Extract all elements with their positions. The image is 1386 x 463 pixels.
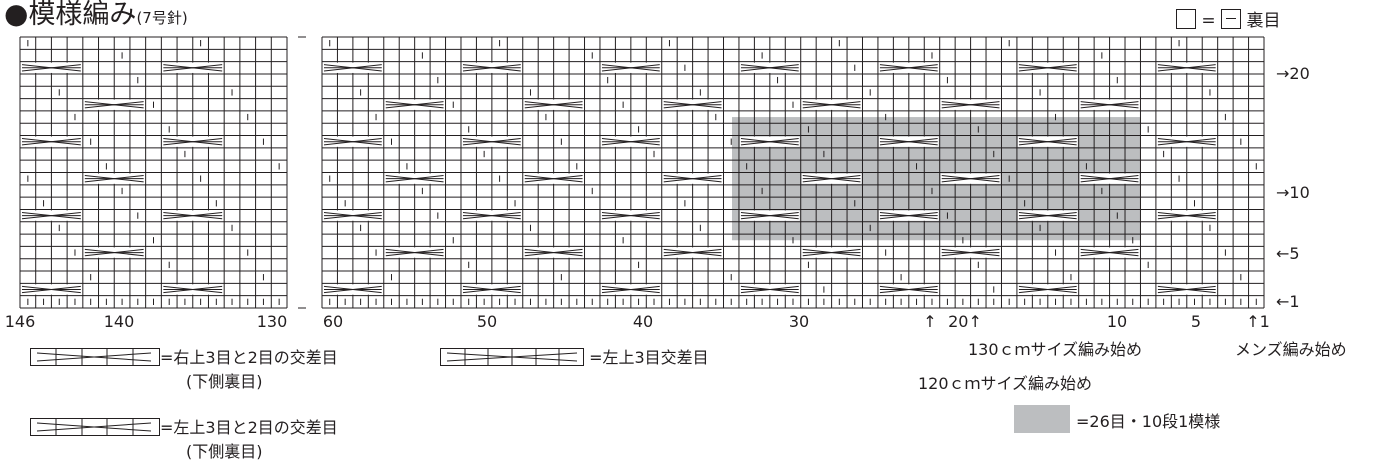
bullet-icon: ●	[4, 0, 29, 30]
cable-left-3-icon	[440, 348, 584, 366]
title-main: 模様編み	[28, 0, 137, 30]
row-label-20: →20	[1276, 64, 1310, 83]
key-right-cross-3-2: =右上3目と2目の交差目	[30, 344, 338, 368]
col-label-130: 130	[256, 312, 288, 331]
cable-right-3-2-icon	[30, 348, 160, 366]
start-label-130: 130ｃｍサイズ編み始め	[968, 340, 1143, 359]
legend-knit-purl: = 裏目	[1176, 6, 1280, 31]
col-label-50: 50	[476, 312, 498, 331]
key-left-cross-3-2: =左上3目と2目の交差目	[30, 414, 338, 438]
pattern-title: ●模様編み(7号針)	[4, 0, 188, 31]
legend-purl-label: 裏目	[1246, 11, 1281, 31]
col-label-1: ↑1	[1246, 312, 1270, 331]
key-left-cross-3: =左上3目交差目	[440, 344, 709, 368]
start-label-120: 120ｃｍサイズ編み始め	[918, 374, 1093, 393]
repeat-swatch	[1014, 405, 1070, 433]
start-label-mens: メンズ編み始め	[1235, 340, 1347, 359]
key-text-1: =右上3目と2目の交差目	[160, 348, 338, 367]
key-note-3: (下側裏目)	[186, 442, 263, 461]
key-text-2: =左上3目交差目	[584, 348, 709, 367]
col-label-146: 146	[4, 312, 36, 331]
arrow-120-icon: ↑	[923, 312, 937, 331]
row-label-5: ←5	[1276, 244, 1300, 263]
col-label-40: 40	[632, 312, 654, 331]
needle-size: (7号針)	[136, 9, 188, 27]
key-note-1: (下側裏目)	[186, 372, 263, 391]
purl-symbol-icon	[1221, 9, 1242, 29]
col-label-20: 20↑	[948, 312, 982, 331]
row-label-10: →10	[1276, 183, 1310, 202]
col-label-10: 10	[1106, 312, 1128, 331]
col-label-140: 140	[103, 312, 135, 331]
cable-left-3-2-icon	[30, 418, 160, 436]
legend-eq: =	[1201, 11, 1216, 31]
blank-cell-icon	[1176, 9, 1196, 29]
col-label-5: 5	[1190, 312, 1202, 331]
repeat-key-text: =26目・10段1模様	[1076, 412, 1221, 431]
col-label-60: 60	[322, 312, 344, 331]
row-label-1: ←1	[1276, 292, 1300, 311]
key-text-3: =左上3目と2目の交差目	[160, 418, 338, 437]
col-label-30: 30	[788, 312, 810, 331]
